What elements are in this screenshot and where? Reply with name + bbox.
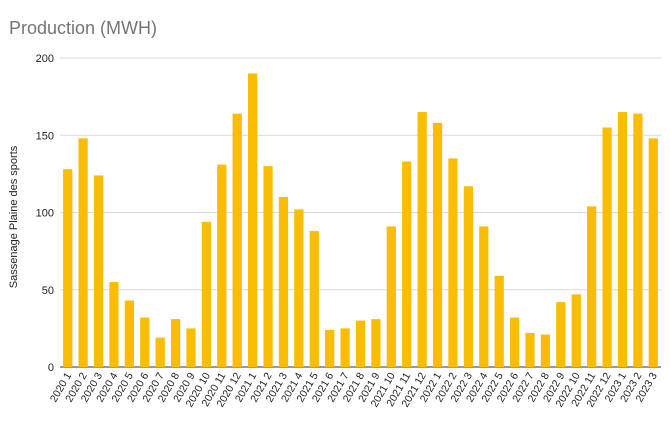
bar [617, 112, 628, 367]
bar [340, 328, 350, 367]
y-tick-label: 150 [36, 130, 54, 142]
bar [263, 166, 273, 367]
y-tick-label: 100 [36, 208, 54, 220]
bar [494, 275, 504, 367]
bar [587, 206, 597, 367]
bar [170, 319, 181, 367]
chart-title: Production (MWH) [9, 18, 158, 38]
bar [232, 113, 242, 368]
bar [633, 113, 643, 368]
bar [371, 319, 381, 367]
bar [556, 302, 566, 367]
bar [448, 158, 458, 367]
bar [402, 161, 412, 367]
bar [432, 122, 443, 367]
bar [417, 112, 427, 367]
bar [571, 294, 581, 367]
bar [355, 320, 366, 367]
bar [648, 138, 658, 367]
bar [278, 197, 289, 367]
bar [525, 333, 535, 367]
bar [602, 127, 612, 368]
y-tick-label: 200 [36, 53, 54, 65]
bar [93, 175, 104, 367]
bar [109, 282, 119, 367]
bar [479, 226, 489, 367]
bar [186, 328, 196, 367]
bar [325, 329, 335, 367]
bar [248, 73, 258, 367]
y-axis-label: Sassenage Plaine des sports [8, 145, 20, 288]
bar [78, 138, 88, 367]
bar [217, 164, 227, 367]
bar [155, 337, 165, 367]
bar [140, 317, 150, 367]
bar [309, 231, 319, 367]
bar [124, 300, 134, 367]
y-tick-label: 0 [48, 362, 54, 374]
bar [201, 221, 212, 367]
bar [294, 209, 304, 367]
y-tick-label: 50 [42, 285, 54, 297]
y-axis-ticks: 0 50 100 150 200 [36, 53, 54, 374]
bar [463, 186, 473, 367]
bar [540, 334, 551, 367]
bars [63, 73, 658, 368]
bar [63, 169, 73, 367]
bar [386, 226, 396, 367]
bar [509, 317, 520, 367]
